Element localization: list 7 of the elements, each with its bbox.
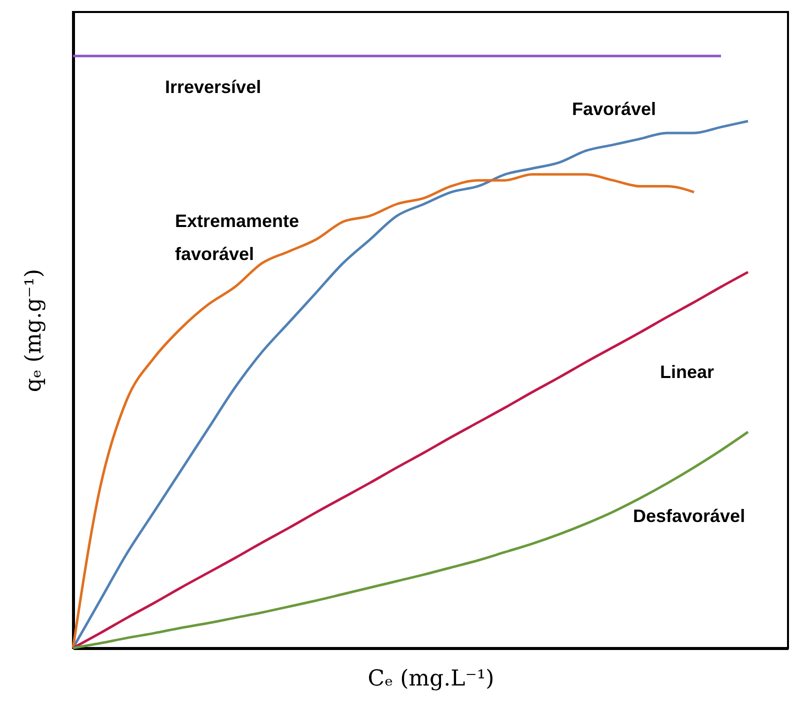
series-label: Irreversível — [165, 77, 262, 97]
x-axis-title: Cₑ (mg.L⁻¹) — [368, 666, 494, 692]
series-label: Linear — [660, 362, 714, 382]
series-label: Desfavorável — [633, 506, 746, 526]
series-label: Extremamente favorável — [175, 211, 300, 264]
series-label: Favorável — [572, 99, 656, 119]
y-axis-title: qₑ (mg.g⁻¹) — [22, 268, 46, 392]
